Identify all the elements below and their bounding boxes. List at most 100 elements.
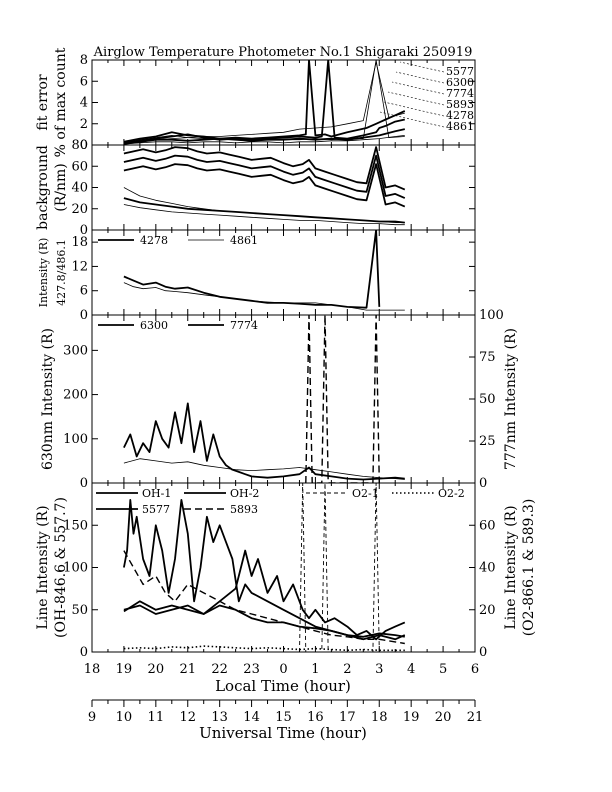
legend-leader: [379, 111, 445, 128]
y-right-tick-label: 100: [479, 308, 504, 323]
legend-leader: [395, 71, 445, 84]
y-right-tick-label: 75: [479, 350, 496, 365]
y-axis-label: (OH-846.6 & 557.7): [53, 497, 69, 638]
series-line-4861: [123, 135, 405, 145]
y-axis-label: Intensity (R): [37, 238, 50, 308]
chart-title: Airglow Temperature Photometer No.1 Shig…: [93, 45, 473, 60]
x-tick-label: 23: [243, 662, 260, 677]
universal-time-axis: 9 10 11 12 13 14 15 16 17 18 19 20 21 Universal Time …: [88, 699, 484, 742]
series-group: [123, 60, 406, 145]
x-tick-label: 4: [407, 662, 415, 677]
y-right-axis-label: (O2-866.1 & 589.3): [521, 499, 537, 637]
panel-int630: 0 100 200 300 0 25 50 75 100 777nm Intensity (R) 6…: [40, 308, 519, 491]
ut-tick-label: 10: [116, 710, 133, 725]
legend-label: OH-1: [142, 487, 171, 500]
series-line-4278: [123, 60, 405, 144]
series-line-5577: [123, 60, 406, 143]
y-tick-label: 4: [80, 96, 88, 111]
series-group: [123, 230, 405, 311]
y-axis-label: 630nm Intensity (R): [40, 328, 56, 470]
ut-tick-label: 16: [307, 710, 324, 725]
ut-tick-label: 17: [339, 710, 356, 725]
legend-label: 5577: [142, 503, 170, 516]
y-tick-label: 100: [63, 432, 88, 447]
y-tick-label: 8: [80, 53, 88, 68]
legend-label: OH-2: [230, 487, 259, 500]
legend-label: 5577: [446, 65, 474, 78]
series-line-oh-2: [123, 549, 406, 641]
x-tick-label: 1: [311, 662, 319, 677]
x-tick-label: 6: [471, 662, 479, 677]
y-axis-label: background: [35, 145, 51, 230]
y-right-axis-label: 777nm Intensity (R): [503, 328, 519, 470]
y-tick-label: 200: [63, 388, 88, 403]
y-tick-label: 40: [71, 181, 88, 196]
series-group: [123, 146, 406, 226]
y-tick-label: 6: [80, 284, 88, 299]
legend-label: O2-1: [352, 487, 379, 500]
series-line-b: [123, 154, 406, 199]
legend-label: 7774: [446, 87, 474, 100]
x-tick-label: 22: [211, 662, 228, 677]
series-line-5893: [123, 550, 405, 645]
legend-leader: [387, 91, 445, 106]
y-tick-label: 0: [80, 645, 88, 660]
y-right-tick-label: 50: [479, 392, 496, 407]
ut-tick-label: 14: [243, 710, 260, 725]
x-tick-label: 18: [84, 662, 101, 677]
series-line-oh-1: [123, 499, 406, 641]
legend-label: 4861: [446, 120, 474, 133]
legend-label: 6300: [140, 319, 168, 332]
series-line-o2-2: [123, 645, 405, 652]
ut-tick-label: 21: [467, 710, 484, 725]
ut-tick-label: 15: [275, 710, 292, 725]
y-tick-label: 12: [71, 259, 88, 274]
legend-label: O2-2: [438, 487, 465, 500]
x-tick-label: 2: [343, 662, 351, 677]
y-right-tick-label: 25: [479, 434, 496, 449]
series-line-f: [123, 204, 405, 226]
y-right-tick-label: 0: [479, 645, 487, 660]
ut-axis-label: Universal Time (hour): [199, 724, 367, 742]
ut-tick-label: 13: [211, 710, 228, 725]
y-right-tick-label: 20: [479, 603, 496, 618]
series-line-6300: [123, 60, 405, 144]
series-line-7774: [123, 458, 405, 480]
y-axis-label: Line Intensity (R): [35, 505, 51, 629]
series-line-6300: [123, 402, 405, 481]
ut-tick-label: 11: [148, 710, 165, 725]
y-tick-label: 6: [80, 74, 88, 89]
y-axis-label: % of max count: [53, 47, 69, 157]
x-axis-label: Local Time (hour): [215, 677, 351, 695]
ut-tick-label: 9: [88, 710, 96, 725]
panel-frame: [91, 314, 476, 484]
y-tick-label: 2: [80, 117, 88, 132]
legend-leader: [399, 61, 445, 73]
panel-int427: 0 6 12 18 Intensity (R) 427.8/486.1 4278 4861: [37, 229, 476, 323]
series-line-e: [123, 197, 405, 224]
y-axis-label: fit error: [35, 74, 51, 131]
series-line-6300_dashed: [305, 315, 380, 483]
legend-label: 6300: [446, 76, 474, 89]
y-tick-label: 0: [80, 223, 88, 238]
x-tick-label: 19: [116, 662, 133, 677]
y-right-tick-label: 40: [479, 561, 496, 576]
y-right-tick-label: 60: [479, 518, 496, 533]
y-tick-label: 18: [71, 235, 88, 250]
y-axis-label: 427.8/486.1: [55, 239, 68, 306]
y-tick-label: 150: [63, 518, 88, 533]
x-tick-label: 21: [179, 662, 196, 677]
legend-label: 5893: [446, 98, 474, 111]
y-right-axis-label: Line Intensity (R): [503, 505, 519, 629]
y-tick-label: 20: [71, 202, 88, 217]
series-line-a: [123, 146, 406, 191]
y-tick-label: 0: [80, 476, 88, 491]
ut-tick-label: 18: [371, 710, 388, 725]
x-tick-label: 0: [279, 662, 287, 677]
legend-leader: [391, 81, 445, 95]
y-tick-label: 0: [80, 138, 88, 153]
series-line-c: [123, 163, 406, 208]
